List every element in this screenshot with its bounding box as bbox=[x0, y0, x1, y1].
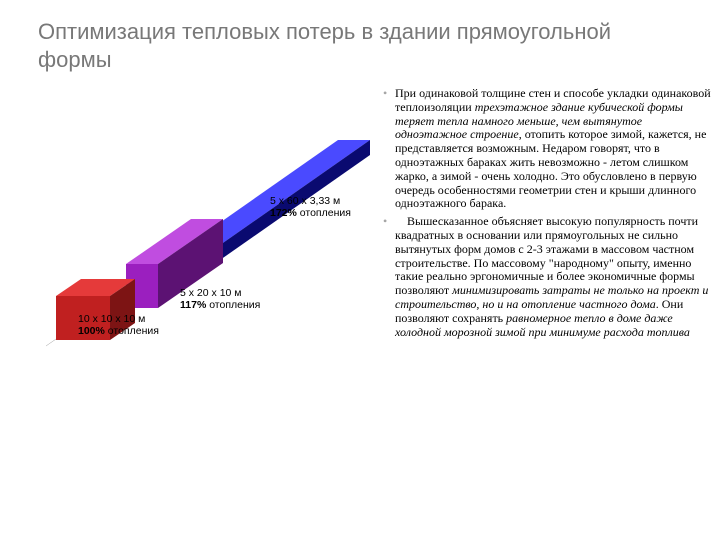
text-column: При одинаковой толщине стен и способе ук… bbox=[373, 87, 711, 343]
shape-label-bar2: 5 x 60 x 3,33 м172% отопления bbox=[270, 195, 351, 219]
content-row: 10 x 10 x 10 м100% отопления 5 x 20 x 10 … bbox=[38, 87, 696, 377]
diagram-3d-shapes: 10 x 10 x 10 м100% отопления 5 x 20 x 10 … bbox=[38, 87, 373, 377]
shape-label-bar1: 5 x 20 x 10 м117% отопления bbox=[180, 287, 260, 311]
shape-label-cube: 10 x 10 x 10 м100% отопления bbox=[78, 313, 159, 337]
body-list: При одинаковой толщине стен и способе ук… bbox=[381, 87, 711, 339]
bullet-2: Вышесказанное объясняет высокую популярн… bbox=[381, 215, 711, 339]
slide: Оптимизация тепловых потерь в здании пря… bbox=[0, 0, 720, 540]
page-title: Оптимизация тепловых потерь в здании пря… bbox=[38, 18, 678, 73]
bullet-1: При одинаковой толщине стен и способе ук… bbox=[381, 87, 711, 211]
shapes-svg bbox=[38, 122, 378, 382]
